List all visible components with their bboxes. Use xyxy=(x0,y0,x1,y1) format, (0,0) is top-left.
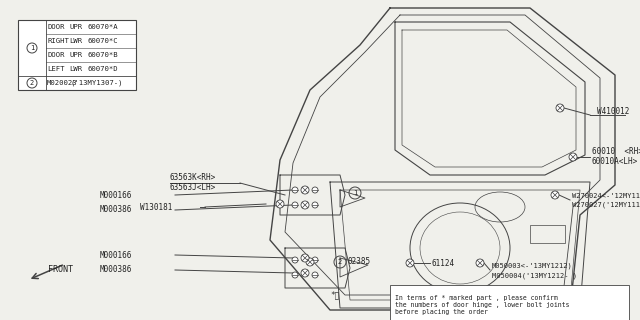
Circle shape xyxy=(301,254,309,262)
Text: DOOR: DOOR xyxy=(47,24,65,30)
Circle shape xyxy=(292,202,298,208)
Text: W270024<-'12MY11ID): W270024<-'12MY11ID) xyxy=(572,193,640,199)
Text: DOOR: DOOR xyxy=(47,52,65,58)
Text: A605001146: A605001146 xyxy=(588,310,630,316)
Text: M050004('13MY1212- ): M050004('13MY1212- ) xyxy=(492,273,577,279)
Circle shape xyxy=(476,259,484,267)
Circle shape xyxy=(312,187,318,193)
Text: RIGHT: RIGHT xyxy=(47,38,69,44)
Bar xyxy=(530,225,565,243)
Circle shape xyxy=(292,187,298,193)
Circle shape xyxy=(301,201,309,209)
Text: 1: 1 xyxy=(30,45,34,51)
Text: LWR: LWR xyxy=(69,38,82,44)
Circle shape xyxy=(406,259,414,267)
Text: 60070*A: 60070*A xyxy=(87,24,118,30)
Text: UPR: UPR xyxy=(69,52,82,58)
Circle shape xyxy=(292,272,298,278)
Text: 60070*B: 60070*B xyxy=(87,52,118,58)
Text: 60010  <RH>: 60010 <RH> xyxy=(592,148,640,156)
Text: W130181: W130181 xyxy=(140,203,172,212)
Text: W270027('12MY1111- ): W270027('12MY1111- ) xyxy=(572,202,640,208)
Circle shape xyxy=(276,200,284,208)
Circle shape xyxy=(292,257,298,263)
Text: 02385: 02385 xyxy=(348,258,371,267)
Text: 60010A<LH>: 60010A<LH> xyxy=(592,157,638,166)
Text: M000386: M000386 xyxy=(100,266,132,275)
Text: 61124: 61124 xyxy=(432,259,455,268)
Text: LEFT: LEFT xyxy=(47,66,65,72)
Circle shape xyxy=(301,269,309,277)
Text: M000166: M000166 xyxy=(100,251,132,260)
Circle shape xyxy=(556,104,564,112)
Circle shape xyxy=(312,257,318,263)
Text: 2: 2 xyxy=(30,80,34,86)
Text: M000386: M000386 xyxy=(100,205,132,214)
Text: W410012: W410012 xyxy=(597,108,629,116)
Circle shape xyxy=(569,153,577,161)
Text: 60070*D: 60070*D xyxy=(87,66,118,72)
Circle shape xyxy=(312,202,318,208)
Text: 1: 1 xyxy=(353,190,357,196)
Circle shape xyxy=(551,191,559,199)
FancyBboxPatch shape xyxy=(390,285,629,320)
Circle shape xyxy=(312,272,318,278)
Text: FRONT: FRONT xyxy=(48,266,73,275)
Text: In terms of * marked part , please confirm
the numbers of door hinge , lower bol: In terms of * marked part , please confi… xyxy=(395,295,570,315)
Text: M020023: M020023 xyxy=(47,80,77,86)
Text: 63563J<LH>: 63563J<LH> xyxy=(170,183,216,193)
Text: ('13MY1307-): ('13MY1307-) xyxy=(70,80,122,86)
Text: 2: 2 xyxy=(338,259,342,265)
Text: M000166: M000166 xyxy=(100,190,132,199)
Text: 63563K<RH>: 63563K<RH> xyxy=(170,173,216,182)
Text: UPR: UPR xyxy=(69,24,82,30)
Bar xyxy=(18,20,136,90)
Text: 60070*C: 60070*C xyxy=(87,38,118,44)
Circle shape xyxy=(306,258,314,266)
Text: *①: *① xyxy=(330,291,340,300)
Text: LWR: LWR xyxy=(69,66,82,72)
Text: M050003<-'13MY1212): M050003<-'13MY1212) xyxy=(492,263,573,269)
Circle shape xyxy=(301,186,309,194)
